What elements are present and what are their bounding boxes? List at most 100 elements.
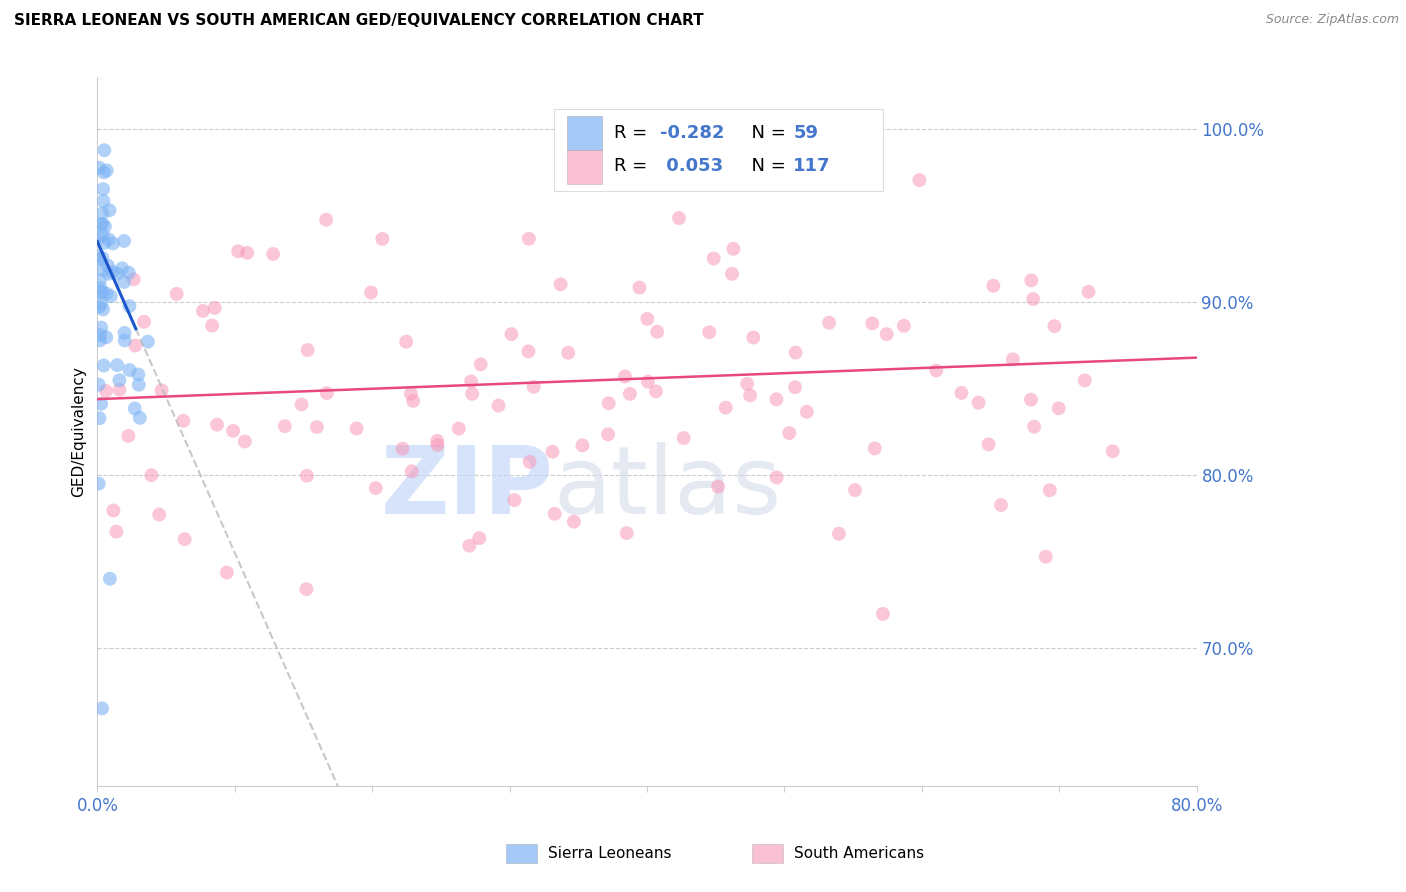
Point — [295, 582, 318, 596]
Point — [461, 386, 484, 401]
Point — [714, 401, 737, 415]
Point — [783, 380, 806, 394]
Text: R =: R = — [614, 124, 652, 142]
Point — [89, 273, 111, 287]
Text: 59: 59 — [793, 124, 818, 142]
Point — [215, 566, 238, 580]
Point — [114, 334, 136, 348]
Point — [94, 219, 117, 234]
Point — [118, 363, 141, 377]
Point — [205, 417, 228, 432]
Point — [668, 211, 690, 225]
Point — [108, 373, 131, 387]
Point — [87, 476, 110, 491]
Point — [598, 396, 620, 410]
Point — [91, 227, 114, 242]
Point — [460, 375, 482, 389]
Point — [114, 326, 136, 340]
Text: SIERRA LEONEAN VS SOUTH AMERICAN GED/EQUIVALENCY CORRELATION CHART: SIERRA LEONEAN VS SOUTH AMERICAN GED/EQU… — [14, 13, 703, 29]
Point — [765, 392, 787, 407]
Point — [950, 385, 973, 400]
Point — [391, 442, 413, 456]
Bar — [567, 117, 602, 151]
Text: 117: 117 — [793, 157, 831, 175]
Point — [523, 380, 546, 394]
Point — [742, 330, 765, 344]
Point — [97, 259, 120, 273]
Point — [571, 438, 593, 452]
Point — [371, 232, 394, 246]
Point — [765, 470, 787, 484]
Point — [87, 231, 110, 245]
Point — [872, 607, 894, 621]
Point — [860, 317, 883, 331]
Point — [738, 388, 761, 402]
Point — [543, 507, 565, 521]
Point — [105, 524, 128, 539]
Point — [305, 420, 328, 434]
Point — [977, 437, 1000, 451]
Point — [118, 266, 141, 280]
Point — [637, 375, 659, 389]
Point — [616, 526, 638, 541]
Point — [124, 401, 146, 416]
Point — [818, 316, 841, 330]
Point — [91, 251, 114, 265]
Text: 0.053: 0.053 — [661, 157, 723, 175]
Point — [127, 368, 149, 382]
Point — [90, 217, 112, 231]
Text: R =: R = — [614, 157, 652, 175]
Point — [91, 263, 114, 277]
Point — [93, 165, 115, 179]
Point — [93, 359, 115, 373]
Point — [614, 369, 637, 384]
Point — [1024, 419, 1046, 434]
Point — [645, 384, 668, 399]
Point — [607, 159, 630, 173]
Point — [876, 327, 898, 342]
Point — [226, 244, 249, 259]
Point — [89, 328, 111, 343]
Point — [91, 302, 114, 317]
Point — [96, 286, 118, 301]
Point — [90, 397, 112, 411]
Point — [93, 143, 115, 157]
Point — [124, 338, 146, 352]
Text: ZIP: ZIP — [381, 442, 554, 534]
Point — [96, 163, 118, 178]
Text: N =: N = — [741, 124, 792, 142]
Point — [1043, 319, 1066, 334]
Point — [1039, 483, 1062, 498]
Point — [91, 206, 114, 220]
Point — [908, 173, 931, 187]
Point — [1101, 444, 1123, 458]
Point — [863, 442, 886, 456]
Point — [458, 539, 481, 553]
Point — [204, 301, 226, 315]
Point — [97, 267, 120, 281]
Point — [550, 277, 572, 292]
Point — [105, 358, 128, 372]
Point — [983, 278, 1005, 293]
Point — [517, 344, 540, 359]
Point — [100, 289, 122, 303]
Point — [97, 233, 120, 247]
Point — [90, 296, 112, 310]
Point — [89, 333, 111, 347]
Point — [395, 334, 418, 349]
Text: South Americans: South Americans — [794, 847, 925, 861]
Point — [562, 515, 585, 529]
Point — [315, 386, 337, 401]
Point — [723, 242, 745, 256]
Point — [645, 325, 668, 339]
Point — [297, 343, 319, 357]
Y-axis label: GED/Equivalency: GED/Equivalency — [72, 367, 86, 497]
Point — [628, 280, 651, 294]
Point — [1019, 392, 1042, 407]
Point — [503, 493, 526, 508]
Point — [150, 384, 173, 398]
Point — [87, 377, 110, 392]
Point — [87, 249, 110, 263]
Point — [191, 304, 214, 318]
Point — [141, 468, 163, 483]
